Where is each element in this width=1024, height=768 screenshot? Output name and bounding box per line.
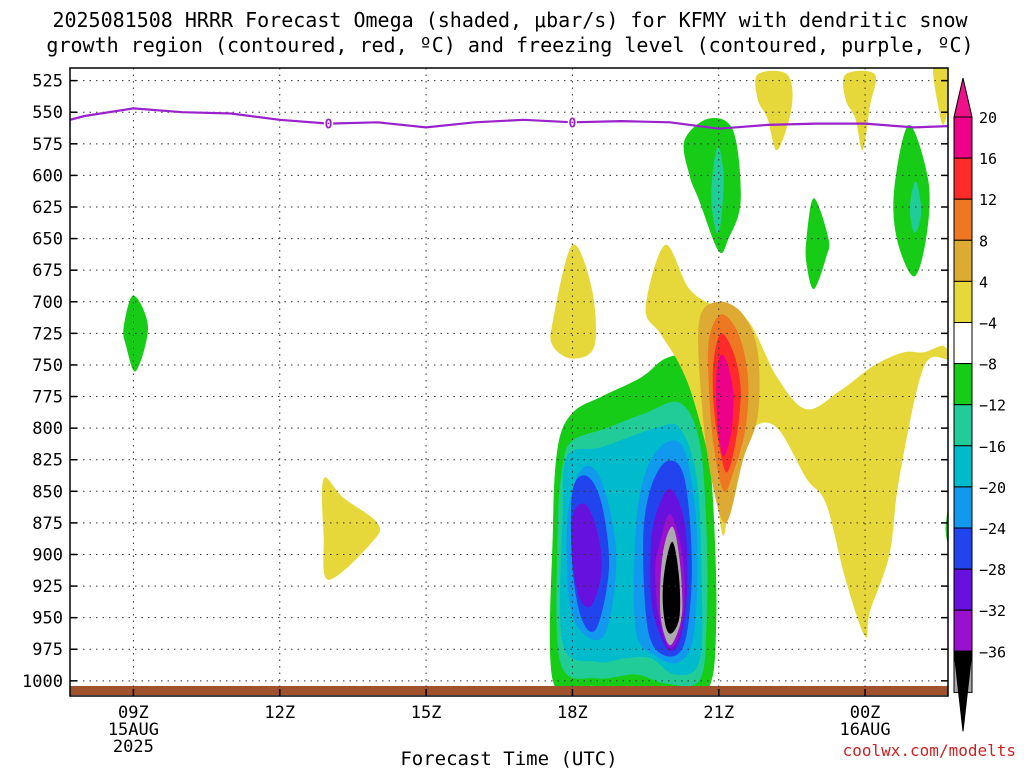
y-tick-label: 625 bbox=[32, 198, 63, 218]
ground-bar bbox=[70, 686, 948, 695]
colorbar-label: 8 bbox=[979, 232, 988, 250]
colorbar-swatch bbox=[953, 609, 973, 652]
colorbar-bottom-cap bbox=[953, 650, 973, 732]
x-tick-label: 12Z bbox=[264, 703, 295, 723]
colorbar-label: −24 bbox=[979, 520, 1006, 538]
y-tick-label: 775 bbox=[32, 388, 63, 408]
x-axis-label: Forecast Time (UTC) bbox=[400, 748, 617, 768]
omega-region bbox=[550, 244, 596, 359]
grid-lines bbox=[70, 68, 948, 696]
colorbar-swatch bbox=[953, 198, 973, 241]
y-tick-label: 925 bbox=[32, 577, 63, 597]
colorbar-label: −28 bbox=[979, 561, 1006, 579]
y-tick-label: 700 bbox=[32, 293, 63, 313]
y-tick-label: 975 bbox=[32, 640, 63, 660]
y-tick-label: 725 bbox=[32, 324, 63, 344]
y-tick-label: 750 bbox=[32, 356, 63, 376]
omega-region bbox=[805, 198, 830, 290]
colorbar-label: 20 bbox=[979, 109, 997, 127]
omega-region bbox=[716, 354, 734, 456]
y-tick-label: 875 bbox=[32, 514, 63, 534]
colorbar-swatch bbox=[953, 322, 973, 365]
colorbar-swatch bbox=[953, 363, 973, 406]
omega-region bbox=[755, 70, 793, 151]
omega-region bbox=[571, 503, 602, 608]
omega-region bbox=[933, 68, 948, 125]
x-tick-label: 21Z bbox=[703, 703, 734, 723]
x-tick-label: 15Z bbox=[411, 703, 442, 723]
colorbar-swatch bbox=[953, 116, 973, 159]
colorbar-swatch bbox=[953, 157, 973, 200]
colorbar-label: −8 bbox=[979, 356, 997, 374]
plot-frame bbox=[69, 67, 949, 697]
y-tick-label: 850 bbox=[32, 482, 63, 502]
x-tick-date: 15AUG bbox=[108, 720, 159, 740]
colorbar: 20 16 12 8 4 −4 −8 −12 −16 −20 −24 −28 −32 −36 bbox=[953, 77, 1006, 732]
x-tick-label: 18Z bbox=[557, 703, 588, 723]
colorbar-swatch bbox=[953, 280, 973, 323]
colorbar-swatch bbox=[953, 404, 973, 447]
freezing-level-label: 0 bbox=[568, 116, 576, 131]
y-tick-label: 825 bbox=[32, 451, 63, 471]
y-tick-label: 800 bbox=[32, 419, 63, 439]
omega-region bbox=[321, 477, 381, 580]
colorbar-label: −36 bbox=[979, 643, 1006, 661]
y-tick-label: 900 bbox=[32, 545, 63, 565]
colorbar-label: −20 bbox=[979, 479, 1006, 497]
freezing-level-label: 0 bbox=[325, 118, 333, 133]
omega-shading bbox=[123, 68, 948, 694]
x-tick-label: 09Z bbox=[118, 703, 149, 723]
colorbar-swatch bbox=[953, 527, 973, 570]
colorbar-label: 16 bbox=[979, 150, 997, 168]
credit-text: coolwx.com/modelts bbox=[843, 741, 1016, 760]
colorbar-label: 4 bbox=[979, 273, 988, 291]
colorbar-swatch bbox=[953, 568, 973, 611]
colorbar-label: −4 bbox=[979, 315, 997, 333]
y-tick-label: 1000 bbox=[22, 672, 63, 692]
chart-title-line2: growth region (contoured, red, ºC) and f… bbox=[46, 33, 973, 57]
x-tick-label: 00Z bbox=[850, 703, 881, 723]
colorbar-swatch bbox=[953, 239, 973, 282]
y-tick-label: 650 bbox=[32, 230, 63, 250]
omega-region bbox=[711, 147, 724, 234]
colorbar-label: −32 bbox=[979, 602, 1006, 620]
omega-region bbox=[842, 70, 877, 151]
y-tick-label: 675 bbox=[32, 261, 63, 281]
y-tick-label: 525 bbox=[32, 72, 63, 92]
omega-region bbox=[662, 541, 681, 634]
y-tick-label: 575 bbox=[32, 135, 63, 155]
colorbar-swatch bbox=[953, 486, 973, 529]
colorbar-top-cap bbox=[953, 77, 973, 118]
colorbar-label: −16 bbox=[979, 438, 1006, 456]
colorbar-label: −12 bbox=[979, 397, 1006, 415]
x-tick-year: 2025 bbox=[113, 737, 154, 757]
y-tick-label: 550 bbox=[32, 103, 63, 123]
y-tick-label: 600 bbox=[32, 166, 63, 186]
colorbar-label: 12 bbox=[979, 191, 997, 209]
y-tick-label: 950 bbox=[32, 609, 63, 629]
chart-title-line1: 2025081508 HRRR Forecast Omega (shaded, … bbox=[52, 8, 968, 32]
freezing-level-line bbox=[70, 107, 948, 130]
y-axis-ticks: 525 550 575 600 625 650 675 700 725 750 775 800 825 8… bbox=[22, 72, 948, 692]
x-tick-date: 16AUG bbox=[839, 720, 890, 740]
colorbar-swatch bbox=[953, 445, 973, 488]
